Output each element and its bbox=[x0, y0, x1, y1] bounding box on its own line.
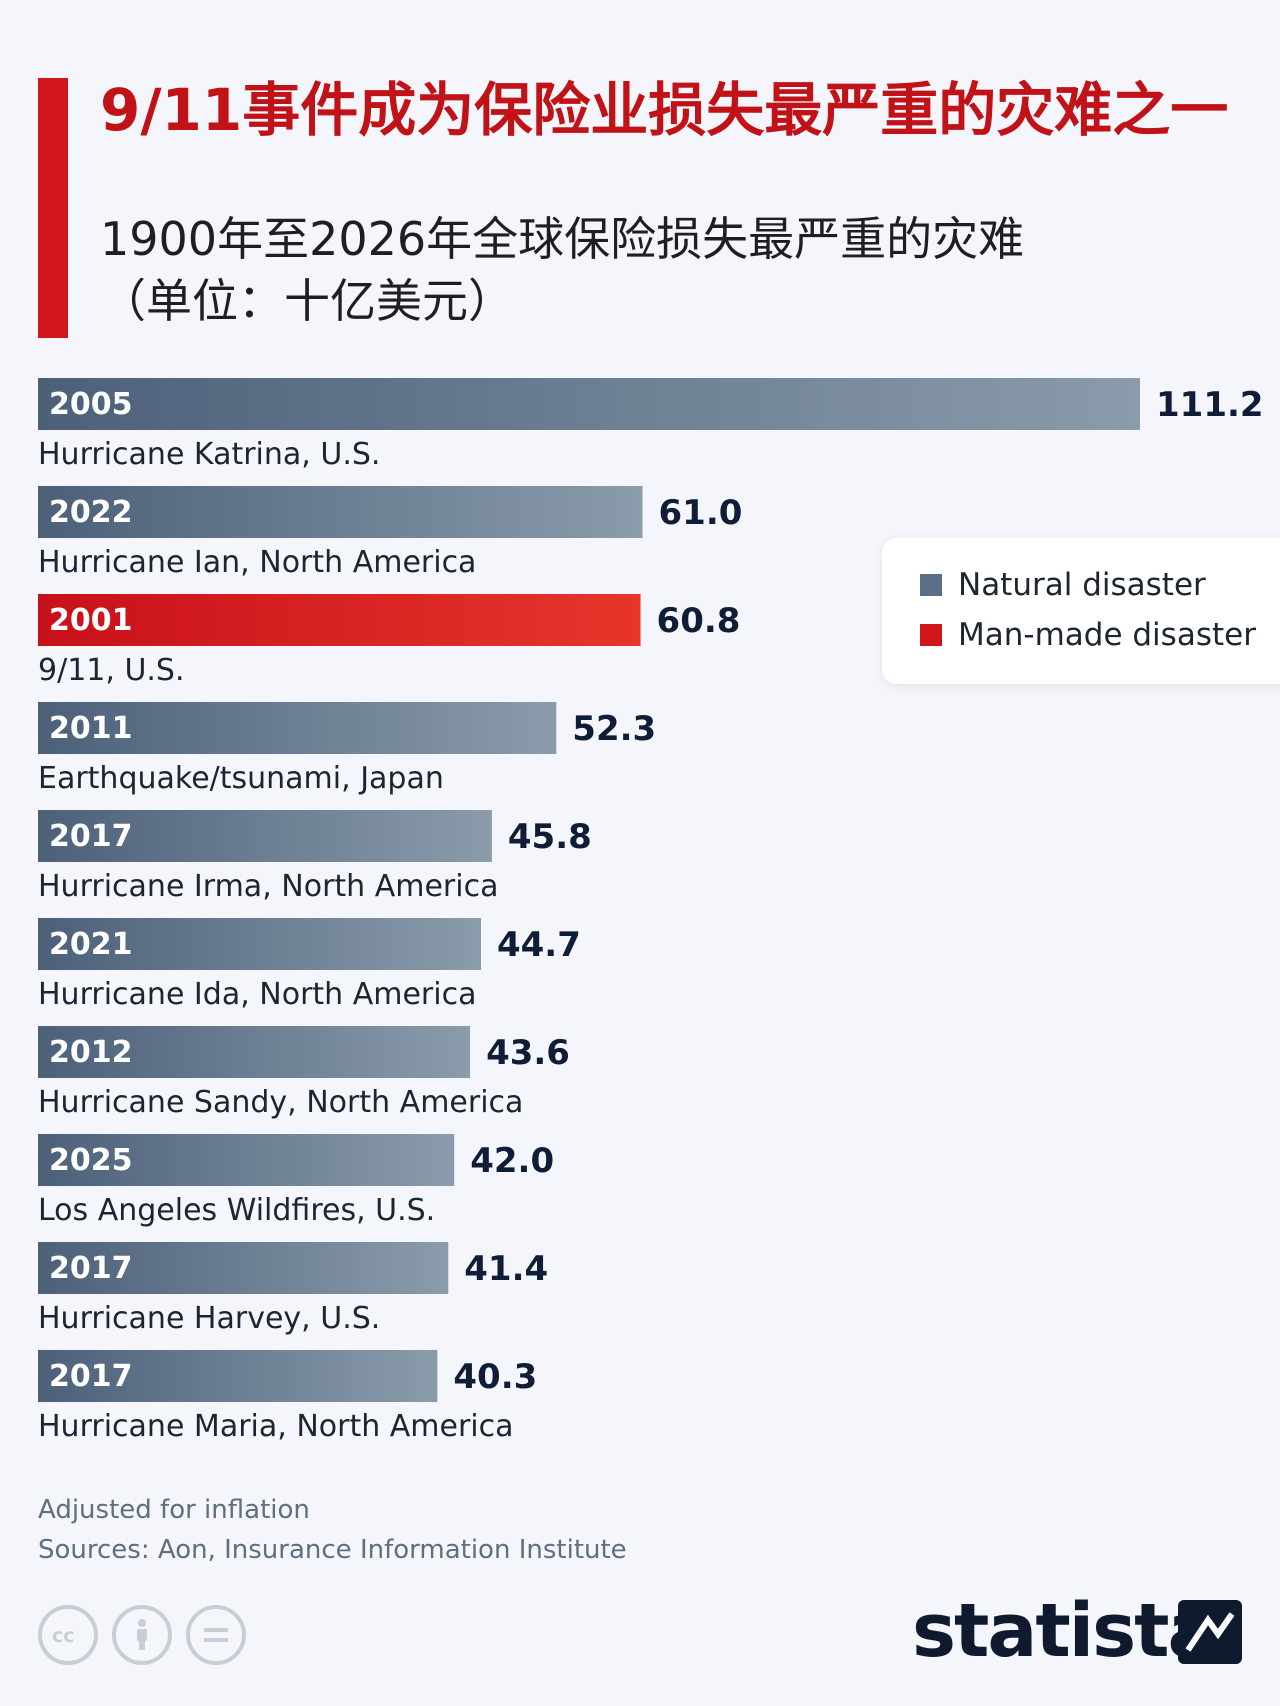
chart-subtitle: 1900年至2026年全球保险损失最严重的灾难 （单位：十亿美元） bbox=[100, 208, 1200, 332]
legend-swatch-manmade bbox=[920, 624, 942, 646]
bar-value-label: 45.8 bbox=[508, 817, 592, 857]
bar-value-label: 41.4 bbox=[464, 1249, 548, 1289]
bar-year-label: 2005 bbox=[49, 387, 133, 422]
bar-value-label: 52.3 bbox=[572, 709, 656, 749]
subtitle-line-1: 1900年至2026年全球保险损失最严重的灾难 bbox=[100, 212, 1025, 266]
legend-item-natural: Natural disaster bbox=[920, 567, 1206, 603]
sources-note: Sources: Aon, Insurance Information Inst… bbox=[38, 1535, 627, 1565]
bar-value-label: 42.0 bbox=[470, 1141, 554, 1181]
legend-swatch-natural bbox=[920, 574, 942, 596]
bar-3 bbox=[38, 702, 557, 754]
subtitle-line-2: （单位：十亿美元） bbox=[100, 274, 514, 328]
bar-1 bbox=[38, 486, 643, 538]
bar-year-label: 2012 bbox=[49, 1035, 133, 1070]
accent-bar bbox=[38, 78, 68, 338]
bar-event-label: Los Angeles Wildfires, U.S. bbox=[38, 1193, 435, 1228]
bar-year-label: 2001 bbox=[49, 603, 133, 638]
bar-event-label: Hurricane Ian, North America bbox=[38, 545, 476, 580]
legend-label-manmade: Man-made disaster bbox=[958, 617, 1256, 653]
bar-event-label: Hurricane Ida, North America bbox=[38, 977, 476, 1012]
bar-event-label: Hurricane Harvey, U.S. bbox=[38, 1301, 380, 1336]
bar-2 bbox=[38, 594, 641, 646]
bar-year-label: 2011 bbox=[49, 711, 133, 746]
bar-value-label: 60.8 bbox=[657, 601, 741, 641]
bar-event-label: Hurricane Katrina, U.S. bbox=[38, 437, 380, 472]
license-icons: cc bbox=[38, 1605, 246, 1665]
bar-7 bbox=[38, 1134, 455, 1186]
bar-year-label: 2017 bbox=[49, 819, 133, 854]
bar-event-label: 9/11, U.S. bbox=[38, 653, 185, 688]
bar-value-label: 111.2 bbox=[1156, 385, 1264, 425]
bar-year-label: 2017 bbox=[49, 1359, 133, 1394]
attribution-icon[interactable] bbox=[112, 1605, 172, 1665]
bar-0 bbox=[38, 378, 1140, 430]
bar-value-label: 44.7 bbox=[497, 925, 581, 965]
chart-notes: Adjusted for inflation Sources: Aon, Ins… bbox=[38, 1490, 627, 1570]
page-title: 9/11事件成为保险业损失最严重的灾难之一 bbox=[100, 76, 1229, 144]
bar-year-label: 2021 bbox=[49, 927, 133, 962]
bar-event-label: Hurricane Irma, North America bbox=[38, 869, 498, 904]
no-derivatives-icon[interactable] bbox=[186, 1605, 246, 1665]
statista-logo-icon bbox=[1178, 1600, 1242, 1664]
bar-year-label: 2017 bbox=[49, 1251, 133, 1286]
bar-4 bbox=[38, 810, 492, 862]
bar-9 bbox=[38, 1350, 438, 1402]
inflation-note: Adjusted for inflation bbox=[38, 1495, 310, 1525]
bar-event-label: Earthquake/tsunami, Japan bbox=[38, 761, 444, 796]
bar-8 bbox=[38, 1242, 449, 1294]
statista-logo: statista bbox=[912, 1588, 1217, 1674]
bar-5 bbox=[38, 918, 481, 970]
bar-event-label: Hurricane Maria, North America bbox=[38, 1409, 514, 1444]
bar-value-label: 43.6 bbox=[486, 1033, 570, 1073]
bar-year-label: 2022 bbox=[49, 495, 133, 530]
svg-text:cc: cc bbox=[52, 1625, 75, 1647]
legend-label-natural: Natural disaster bbox=[958, 567, 1206, 603]
cc-icon[interactable]: cc bbox=[38, 1605, 98, 1665]
bar-value-label: 61.0 bbox=[659, 493, 743, 533]
legend: Natural disaster Man-made disaster bbox=[882, 538, 1280, 684]
bar-6 bbox=[38, 1026, 471, 1078]
legend-item-manmade: Man-made disaster bbox=[920, 617, 1256, 653]
bar-value-label: 40.3 bbox=[453, 1357, 537, 1397]
bar-year-label: 2025 bbox=[49, 1143, 133, 1178]
bar-event-label: Hurricane Sandy, North America bbox=[38, 1085, 523, 1120]
